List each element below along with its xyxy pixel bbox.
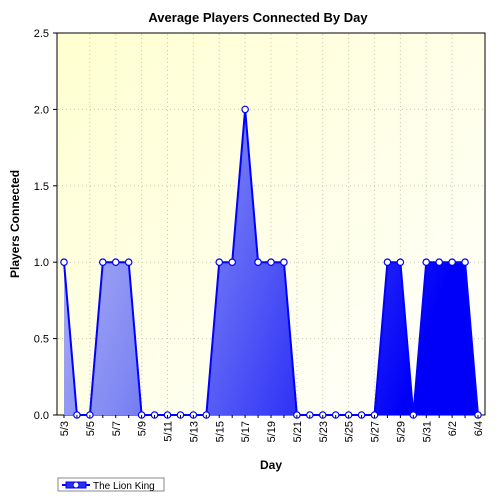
x-tick-label: 6/2 [447, 421, 459, 436]
data-point [254, 258, 262, 267]
x-tick-label: 5/15 [214, 421, 226, 442]
legend-series-name: The Lion King [93, 481, 155, 492]
x-tick-label: 5/11 [163, 421, 175, 442]
data-point [60, 258, 68, 267]
data-point [215, 258, 224, 267]
data-point [435, 258, 443, 267]
x-axis: 5/3 5/5 5/7 5/9 5/11 5/13 5/15 5/17 5/19 5/21 5/23… [59, 415, 485, 442]
x-tick-label: 5/31 [421, 421, 433, 442]
x-tick-label: 5/19 [266, 421, 278, 442]
data-point [383, 258, 392, 267]
data-point [124, 258, 133, 267]
data-point [228, 258, 236, 267]
data-point [267, 258, 275, 267]
y-tick-label: 2.5 [34, 28, 49, 40]
y-tick-label: 0.5 [34, 334, 49, 346]
data-point [241, 105, 249, 114]
chart-title: Average Players Connected By Day [148, 10, 368, 25]
x-tick-label: 5/9 [137, 421, 149, 436]
y-tick-label: 2.0 [34, 104, 49, 116]
y-tick-label: 1.5 [34, 181, 49, 193]
x-tick-label: 5/13 [188, 421, 200, 442]
x-tick-label: 5/21 [292, 421, 304, 442]
data-point [461, 258, 469, 267]
data-point [99, 258, 107, 267]
x-tick-label: 6/4 [473, 421, 485, 436]
x-axis-label: Day [260, 458, 282, 472]
x-tick-label: 5/7 [111, 421, 123, 436]
data-points [60, 105, 482, 419]
x-tick-label: 5/23 [318, 421, 330, 442]
x-tick-label: 5/5 [85, 421, 97, 436]
data-point [111, 258, 120, 267]
x-tick-label: 5/29 [395, 421, 407, 442]
y-tick-label: 0.0 [34, 410, 49, 422]
x-tick-label: 5/17 [240, 421, 252, 442]
legend-marker [72, 481, 80, 489]
x-tick-label: 5/27 [370, 421, 382, 442]
data-point [396, 258, 405, 267]
data-point [448, 258, 456, 267]
data-point [422, 258, 431, 267]
y-axis: 0.0 0.5 1.0 1.5 2.0 2.5 [34, 28, 57, 422]
y-tick-label: 1.0 [34, 257, 49, 269]
x-tick-label: 5/25 [344, 421, 356, 442]
legend: The Lion King [57, 477, 165, 492]
data-point [280, 258, 288, 267]
y-axis-label: Players Connected [8, 170, 22, 278]
x-tick-label: 5/3 [59, 421, 71, 436]
